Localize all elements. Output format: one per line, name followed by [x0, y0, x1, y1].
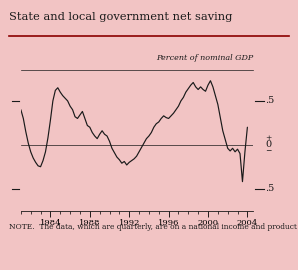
Text: +: +	[265, 134, 271, 142]
Text: State and local government net saving: State and local government net saving	[9, 12, 232, 22]
Text: 0: 0	[265, 140, 271, 149]
Text: Percent of nominal GDP: Percent of nominal GDP	[156, 54, 253, 62]
Text: NOTE.  The data, which are quarterly, are on a national income and product accou: NOTE. The data, which are quarterly, are…	[9, 223, 298, 231]
Text: .5: .5	[265, 184, 274, 193]
Text: .5: .5	[265, 96, 274, 105]
Text: −: −	[265, 147, 271, 156]
